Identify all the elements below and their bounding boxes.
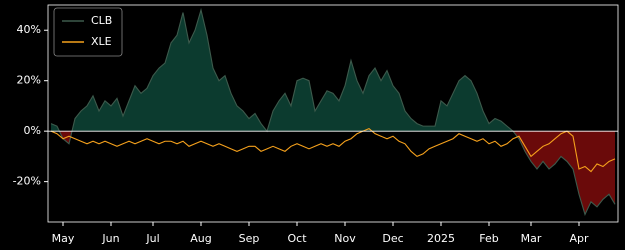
x-tick-label: May <box>52 232 75 245</box>
x-tick-label: Sep <box>239 232 260 245</box>
x-tick-label: Mar <box>521 232 542 245</box>
x-tick-label: Apr <box>569 232 589 245</box>
y-tick-label: 0% <box>24 124 41 137</box>
y-tick-label: 20% <box>17 74 41 87</box>
x-tick-label: Dec <box>382 232 403 245</box>
x-tick-label: Jul <box>145 232 159 245</box>
area <box>51 10 615 215</box>
legend-label: XLE <box>91 35 112 48</box>
legend-box <box>53 7 123 57</box>
line <box>50 7 616 216</box>
legend-label: CLB <box>91 14 112 27</box>
x-tick-label: Oct <box>287 232 307 245</box>
y-tick-label: -20% <box>13 175 41 188</box>
plot-frame <box>47 4 619 223</box>
x-tick-label: Nov <box>334 232 356 245</box>
x-tick-label: Aug <box>190 232 211 245</box>
line <box>50 128 616 173</box>
x-tick-label: Jun <box>101 232 119 245</box>
y-tick-label: 40% <box>17 23 41 36</box>
x-tick-label: 2025 <box>427 232 455 245</box>
x-tick-label: Feb <box>479 232 498 245</box>
